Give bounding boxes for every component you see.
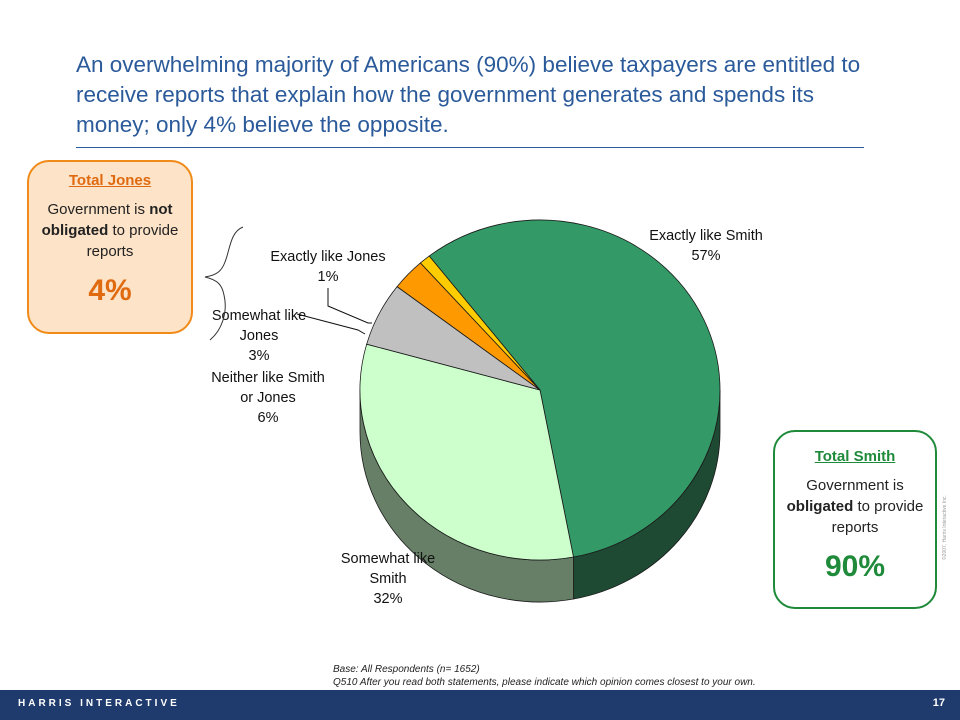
total-smith-text-1: Government is (806, 477, 904, 494)
total-jones-text-bold: not obligated (41, 201, 173, 239)
pie-slice-exactly-like-smith (428, 219, 721, 558)
total-jones-text: Government is not obligated to provide r… (29, 199, 191, 262)
company-name: HARRIS INTERACTIVE (18, 698, 180, 709)
footnote-question: Q510 After you read both statements, ple… (333, 677, 756, 688)
title-underline (76, 147, 864, 148)
copyright-text: ©2007, Harris Interactive Inc. (942, 495, 948, 560)
footer-bar (0, 690, 960, 720)
footnote-base: Base: All Respondents (n= 1652) (333, 664, 480, 675)
total-jones-percent: 4% (88, 274, 132, 307)
data-label-somewhat-like-jones: Somewhat like Jones 3% (212, 308, 306, 364)
total-smith-title: Total Smith (814, 448, 896, 465)
page-number: 17 (932, 697, 945, 709)
total-smith-percent: 90% (824, 550, 886, 583)
footnote: Base: All Respondents (n= 1652) Q510 Aft… (333, 663, 756, 689)
pie-slice-exactly-like-jones (419, 255, 541, 391)
data-label-exactly-like-smith: Exactly like Smith 57% (649, 228, 763, 264)
total-smith-text: Government is obligated to provide repor… (775, 475, 935, 538)
jones-bracket (204, 226, 244, 341)
total-smith-text-bold: obligated (786, 498, 854, 515)
data-label-somewhat-like-smith: Somewhat like Smith 32% (341, 551, 435, 607)
total-smith-text-2: to provide reports (831, 498, 924, 536)
total-jones-text-1: Government is (47, 201, 146, 218)
total-smith-box: Total Smith Government is obligated to p… (773, 430, 937, 609)
total-jones-title: Total Jones (68, 172, 152, 189)
pie-slice-somewhat-like-smith (359, 343, 574, 561)
total-jones-box: Total Jones Government is not obligated … (27, 160, 193, 334)
data-label-exactly-like-jones: Exactly like Jones 1% (270, 249, 385, 285)
slide-title: An overwhelming majority of Americans (9… (76, 52, 861, 137)
leader-line (296, 313, 366, 335)
total-jones-text-2: to provide reports (86, 222, 179, 260)
leader-line (327, 288, 372, 324)
data-label-neither-like-smith-or-jones: Neither like Smith or Jones 6% (211, 370, 325, 426)
